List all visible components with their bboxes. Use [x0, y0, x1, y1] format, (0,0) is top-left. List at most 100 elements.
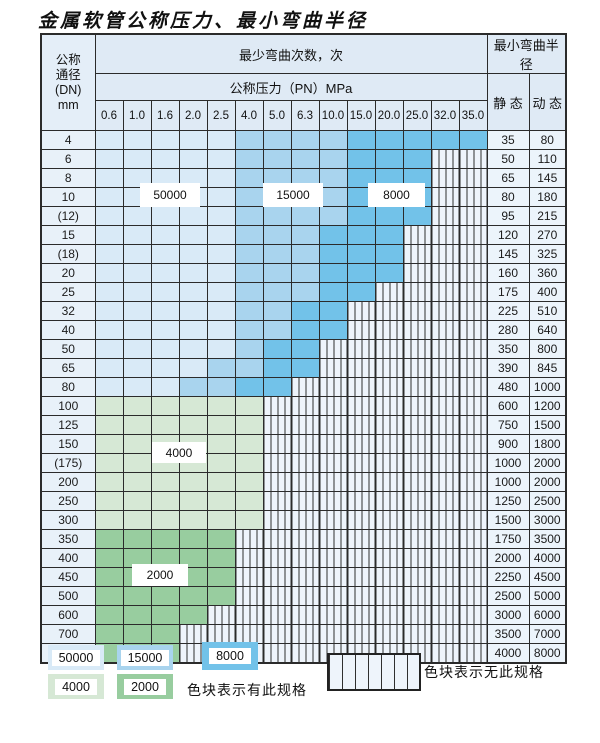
static-radius-value: 50	[486, 149, 530, 169]
static-radius-value: 2250	[486, 567, 530, 587]
spec-cell-50000	[122, 130, 152, 150]
spec-cell-8000	[318, 301, 348, 321]
spec-cell-2000	[178, 605, 208, 625]
dn-cell: 40	[40, 320, 96, 340]
table-row-dn-6: 6 50 110	[40, 149, 567, 169]
dynamic-radius-value: 510	[528, 301, 567, 321]
spec-cell-4000	[234, 396, 264, 416]
no-spec-cell	[430, 149, 460, 169]
spec-cell-15000	[262, 244, 292, 264]
no-spec-cell	[458, 586, 488, 606]
table-row-dn-40: 40 280 640	[40, 320, 567, 340]
pressure-col-header: 15.0	[346, 100, 376, 131]
spec-cell-15000	[262, 206, 292, 226]
spec-cell-2000	[94, 529, 124, 549]
no-spec-cell	[262, 453, 292, 473]
no-spec-cell	[290, 434, 320, 454]
spec-cell-15000	[262, 130, 292, 150]
no-spec-cell	[402, 529, 432, 549]
table-row-dn-700: 700 3500 7000	[40, 624, 567, 644]
spec-cell-50000	[178, 149, 208, 169]
spec-cell-4000	[234, 510, 264, 530]
pressure-col-header: 4.0	[234, 100, 264, 131]
no-spec-cell	[318, 453, 348, 473]
spec-cell-50000	[94, 168, 124, 188]
spec-cell-15000	[234, 358, 264, 378]
spec-cell-4000	[234, 434, 264, 454]
spec-cell-50000	[150, 320, 180, 340]
no-spec-cell	[346, 624, 376, 644]
spec-cell-50000	[94, 225, 124, 245]
dn-cell: 100	[40, 396, 96, 416]
legend-label-2000: 2000	[124, 678, 166, 695]
spec-cell-50000	[94, 187, 124, 207]
spec-cell-50000	[206, 149, 236, 169]
spec-cell-50000	[150, 130, 180, 150]
spec-cell-8000	[374, 244, 404, 264]
no-spec-cell	[374, 605, 404, 625]
spec-cell-50000	[206, 339, 236, 359]
spec-cell-50000	[178, 244, 208, 264]
no-spec-cell	[402, 567, 432, 587]
spec-cell-50000	[206, 225, 236, 245]
no-spec-cell	[318, 605, 348, 625]
no-spec-cell	[458, 263, 488, 283]
dynamic-radius-value: 325	[528, 244, 567, 264]
no-spec-cell	[402, 301, 432, 321]
spec-cell-50000	[206, 301, 236, 321]
spec-cell-8000	[346, 282, 376, 302]
static-radius-value: 1750	[486, 529, 530, 549]
table-row-dn-150: 150 900 1800	[40, 434, 567, 454]
spec-cell-8000	[374, 130, 404, 150]
no-spec-cell	[402, 282, 432, 302]
dn-cell: 600	[40, 605, 96, 625]
no-spec-cell	[346, 396, 376, 416]
pressure-col-header: 2.5	[206, 100, 236, 131]
no-spec-cell	[318, 586, 348, 606]
spec-cell-50000	[94, 206, 124, 226]
no-spec-cell	[290, 472, 320, 492]
spec-cell-4000	[94, 491, 124, 511]
spec-cell-8000	[430, 130, 460, 150]
legend-label-15000: 15000	[120, 649, 170, 666]
no-spec-cell	[374, 339, 404, 359]
dynamic-radius-value: 845	[528, 358, 567, 378]
pressure-col-header: 1.6	[150, 100, 180, 131]
no-spec-cell	[346, 548, 376, 568]
spec-cell-4000	[206, 396, 236, 416]
spec-cell-4000	[178, 510, 208, 530]
no-spec-cell	[458, 529, 488, 549]
dynamic-radius-value: 8000	[528, 643, 567, 664]
spec-cell-50000	[122, 263, 152, 283]
spec-cell-50000	[206, 206, 236, 226]
dn-cell: (175)	[40, 453, 96, 473]
page-title: 金属软管公称压力、最小弯曲半径	[38, 10, 369, 32]
cycle-label-15000: 15000	[263, 183, 323, 207]
spec-cell-4000	[122, 491, 152, 511]
spec-cell-15000	[290, 206, 320, 226]
spec-cell-50000	[206, 168, 236, 188]
spec-cell-4000	[206, 491, 236, 511]
legend-no-spec-swatch	[327, 653, 421, 691]
spec-cell-8000	[290, 320, 320, 340]
no-spec-cell	[430, 434, 460, 454]
spec-cell-15000	[290, 130, 320, 150]
min-bend-radius-header: 最小弯曲半径	[486, 33, 567, 74]
no-spec-cell	[458, 377, 488, 397]
spec-cell-4000	[122, 434, 152, 454]
dn-cell: 32	[40, 301, 96, 321]
no-spec-cell	[374, 491, 404, 511]
no-spec-cell	[402, 548, 432, 568]
pressure-col-header: 0.6	[94, 100, 124, 131]
no-spec-cell	[402, 320, 432, 340]
dynamic-radius-value: 5000	[528, 586, 567, 606]
pressure-col-header: 6.3	[290, 100, 320, 131]
spec-cell-8000	[318, 282, 348, 302]
table-row-dn-250: 250 1250 2500	[40, 491, 567, 511]
static-radius-value: 80	[486, 187, 530, 207]
no-spec-cell	[374, 377, 404, 397]
spec-cell-15000	[234, 339, 264, 359]
spec-cell-50000	[122, 206, 152, 226]
no-spec-cell	[374, 624, 404, 644]
pressure-col-header: 20.0	[374, 100, 404, 131]
